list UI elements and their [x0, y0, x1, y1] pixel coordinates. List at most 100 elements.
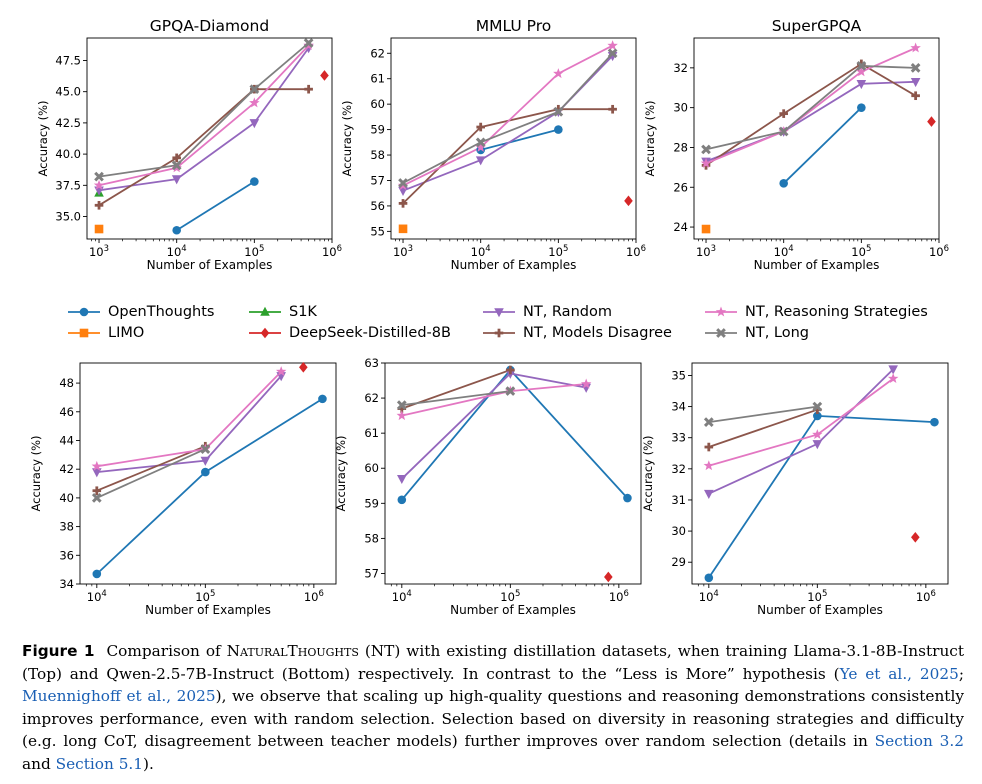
legend-swatch: [483, 328, 515, 338]
data-point-nt-models-disagree: [94, 200, 104, 210]
data-point-nt-random: [475, 156, 486, 166]
series-line-nt-reasoning-strategies: [98, 44, 310, 187]
data-point-nt-models-disagree: [397, 404, 407, 413]
data-point-openthoughts: [250, 177, 259, 186]
data-point-nt-reasoning-strategies: [275, 366, 287, 377]
x-tick-label: 105: [807, 589, 827, 604]
y-tick-label: 29: [671, 555, 686, 569]
y-tick-label: 34: [59, 577, 74, 591]
x-tick-label: 104: [774, 244, 794, 259]
y-tick-label: 40.0: [55, 147, 81, 161]
x-tick-label: 106: [626, 244, 646, 259]
data-point-nt-models-disagree: [304, 84, 313, 94]
chart-1: GPQA-Diamond 35.0 37.5 40.0 42.5 45.0 47.5 103 1…: [36, 17, 342, 272]
data-point-nt-long: [303, 38, 314, 48]
section-3-2-link[interactable]: Section 3.2: [874, 732, 964, 750]
caption-label: Figure 1: [22, 642, 95, 660]
data-point-deepseek-distilled-8b: [927, 116, 936, 127]
data-point-nt-models-disagree: [92, 486, 102, 496]
x-axis-label: Number of Examples: [145, 603, 271, 617]
series-line-openthoughts: [96, 398, 323, 575]
legend-swatch: [68, 307, 100, 317]
data-point-openthoughts: [779, 178, 788, 188]
x-axis-label: Number of Examples: [451, 258, 577, 272]
data-point-openthoughts: [318, 394, 327, 404]
section-5-1-link[interactable]: Section 5.1: [55, 754, 144, 773]
y-tick-label: 37.5: [55, 178, 81, 192]
legend-swatch: [483, 308, 515, 318]
data-point-nt-long: [396, 400, 407, 410]
series-line-nt-long: [708, 405, 818, 423]
data-point-nt-reasoning-strategies: [580, 378, 592, 389]
legend-swatch: [68, 328, 100, 338]
caption-text-2: (NT) with existing distillation datasets…: [22, 642, 965, 683]
series-line-nt-long: [96, 448, 206, 499]
series-line-nt-random: [96, 375, 282, 473]
caption-text-6: ).: [143, 754, 154, 773]
data-point-openthoughts: [397, 495, 407, 505]
y-tick-label: 32: [671, 462, 686, 476]
data-point-nt-models-disagree: [398, 199, 408, 208]
data-point-nt-models-disagree: [911, 91, 920, 101]
x-tick-label: 104: [471, 244, 491, 259]
data-point-openthoughts: [172, 225, 181, 235]
data-point-nt-reasoning-strategies: [910, 42, 921, 53]
data-point-limo: [398, 224, 408, 234]
data-point-nt-random: [171, 175, 182, 185]
y-tick-label: 32: [673, 61, 688, 75]
legend-marker: [716, 328, 726, 338]
data-point-nt-random: [249, 119, 260, 129]
series-line-nt-reasoning-strategies: [708, 377, 894, 467]
x-axis-label: Number of Examples: [757, 603, 883, 617]
y-tick-label: 44: [59, 433, 74, 447]
data-point-nt-reasoning-strategies: [396, 410, 408, 421]
legend-marker: [260, 327, 270, 339]
data-point-nt-reasoning-strategies: [91, 460, 103, 471]
x-tick-label: 105: [851, 244, 871, 259]
data-point-deepseek-distilled-8b: [320, 70, 329, 81]
legend-label: NT, Models Disagree: [523, 325, 672, 341]
data-point-nt-random: [812, 440, 823, 450]
plot-frame: [390, 37, 637, 240]
x-tick-label: 106: [304, 589, 324, 604]
caption-dataset-name: NaturalThoughts: [226, 642, 359, 660]
plot-frame: [79, 362, 337, 585]
citation-ye-2025[interactable]: Ye et al., 2025: [839, 664, 959, 683]
y-tick-label: 59: [370, 123, 385, 137]
x-tick-label: 104: [87, 589, 107, 604]
data-point-nt-reasoning-strategies: [700, 157, 712, 168]
y-tick-label: 35: [671, 368, 686, 382]
citation-muennighoff-2025[interactable]: Muennighoff et al., 2025: [22, 687, 216, 705]
y-tick-label: 34: [671, 400, 686, 414]
x-tick-label: 103: [89, 244, 109, 259]
y-tick-label: 56: [370, 199, 385, 213]
y-axis-label: Accuracy (%): [340, 100, 354, 176]
plot-frame: [693, 37, 940, 240]
series-line-nt-long: [98, 42, 310, 178]
x-tick-label: 105: [244, 244, 264, 259]
y-tick-label: 60: [370, 97, 385, 111]
x-tick-label: 105: [500, 589, 520, 604]
legend-item-nt-models-disagree: NT, Models Disagree: [481, 325, 672, 341]
legend-label: LIMO: [108, 325, 145, 341]
x-tick-label: 105: [195, 589, 215, 604]
series-line-nt-reasoning-strategies: [402, 44, 614, 187]
y-axis-label: Accuracy (%): [334, 435, 348, 511]
y-tick-label: 36: [59, 548, 74, 562]
y-tick-label: 57: [364, 566, 379, 580]
legend-swatch: [249, 306, 281, 316]
x-tick-label: 106: [609, 589, 629, 604]
legend-label: DeepSeek-Distilled-8B: [289, 325, 451, 341]
plot-frame: [691, 362, 949, 585]
data-point-nt-reasoning-strategies: [249, 97, 260, 108]
y-tick-label: 57: [370, 173, 385, 187]
data-point-nt-models-disagree: [554, 104, 563, 114]
chart-2: MMLU Pro 55 56 57 58 59 60 61 62 103 104 105 106 Numb…: [340, 17, 646, 272]
data-point-nt-reasoning-strategies: [887, 373, 899, 384]
data-point-nt-long: [607, 48, 618, 59]
data-point-openthoughts: [92, 569, 102, 579]
data-point-nt-long: [505, 386, 516, 396]
data-point-nt-random: [910, 77, 921, 88]
caption-text-3: ;: [958, 664, 964, 683]
series-line-openthoughts: [480, 128, 559, 151]
